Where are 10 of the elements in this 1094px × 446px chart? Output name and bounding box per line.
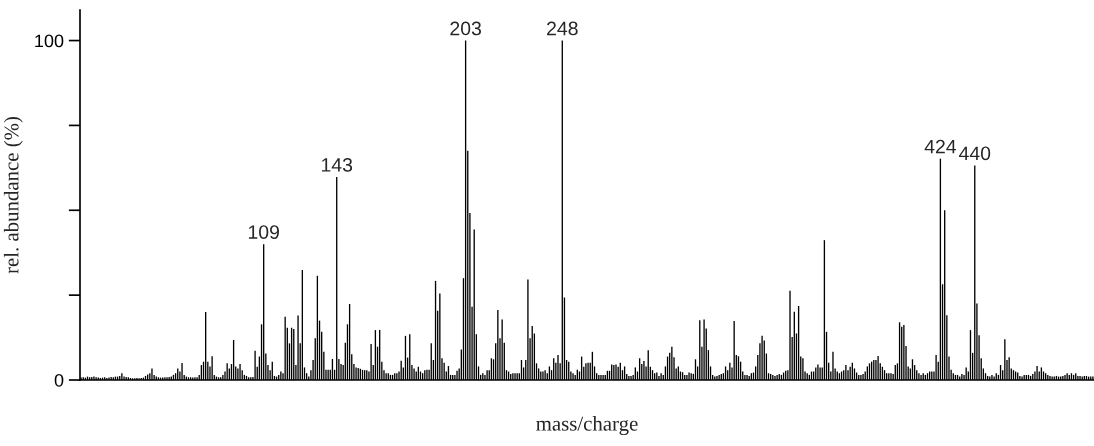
y-axis-title: rel. abundance (%): [3, 116, 23, 274]
annotation: 143: [321, 158, 353, 172]
y-tick-label: 0: [54, 373, 64, 387]
annotation: 424: [924, 139, 957, 154]
annotation: 440: [959, 146, 991, 161]
annotation: 248: [547, 21, 578, 36]
annotation: 203: [450, 21, 481, 36]
y-tick-label: 100: [35, 34, 64, 48]
x-axis-title: mass/charge: [536, 416, 638, 436]
annotation: 109: [248, 225, 279, 239]
